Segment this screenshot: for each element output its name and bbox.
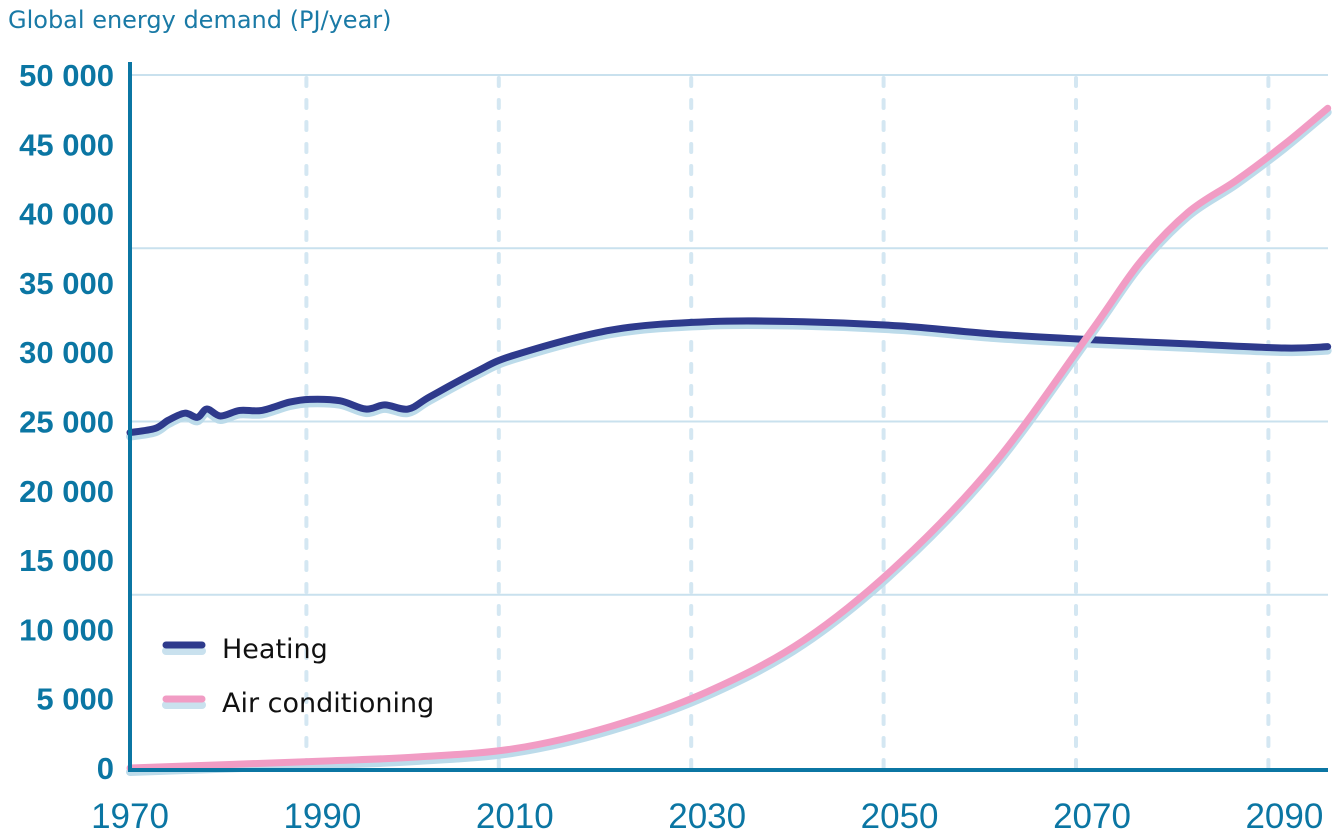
series-line-heating — [126, 317, 1332, 437]
y-axis-ticks: 0 5 000 10 000 15 000 20 000 25 000 30 000 35 0… — [19, 58, 114, 786]
y-tick-label: 35 000 — [19, 266, 114, 301]
y-tick-label: 25 000 — [19, 405, 114, 440]
series-shadow-1 — [126, 108, 1332, 776]
y-tick-label: 30 000 — [19, 335, 114, 370]
x-tick-label: 2030 — [668, 797, 746, 836]
x-tick-label: 2010 — [476, 797, 554, 836]
y-tick-label: 50 000 — [19, 58, 114, 93]
y-tick-label: 40 000 — [19, 197, 114, 232]
chart-title: Global energy demand (PJ/year) — [8, 6, 392, 34]
legend: Heating Air conditioning — [162, 634, 434, 719]
y-tick-label: 0 — [97, 751, 114, 786]
x-tick-label: 2070 — [1053, 797, 1131, 836]
y-tick-label: 10 000 — [19, 612, 114, 647]
gridlines — [130, 74, 1328, 770]
series-line-air-conditioning — [126, 104, 1332, 772]
x-tick-label: 1970 — [91, 797, 169, 836]
x-axis-ticks: 1970 1990 2010 2030 2050 2070 2090 — [91, 797, 1323, 836]
y-tick-label: 20 000 — [19, 474, 114, 509]
y-tick-label: 15 000 — [19, 543, 114, 578]
series-lines — [126, 104, 1332, 776]
y-tick-label: 5 000 — [36, 682, 114, 717]
legend-label-air-conditioning: Air conditioning — [222, 688, 434, 719]
x-tick-label: 2090 — [1245, 797, 1323, 836]
x-tick-label: 2050 — [861, 797, 939, 836]
y-tick-label: 45 000 — [19, 127, 114, 162]
legend-label-heating: Heating — [222, 634, 328, 665]
x-tick-label: 1990 — [283, 797, 361, 836]
